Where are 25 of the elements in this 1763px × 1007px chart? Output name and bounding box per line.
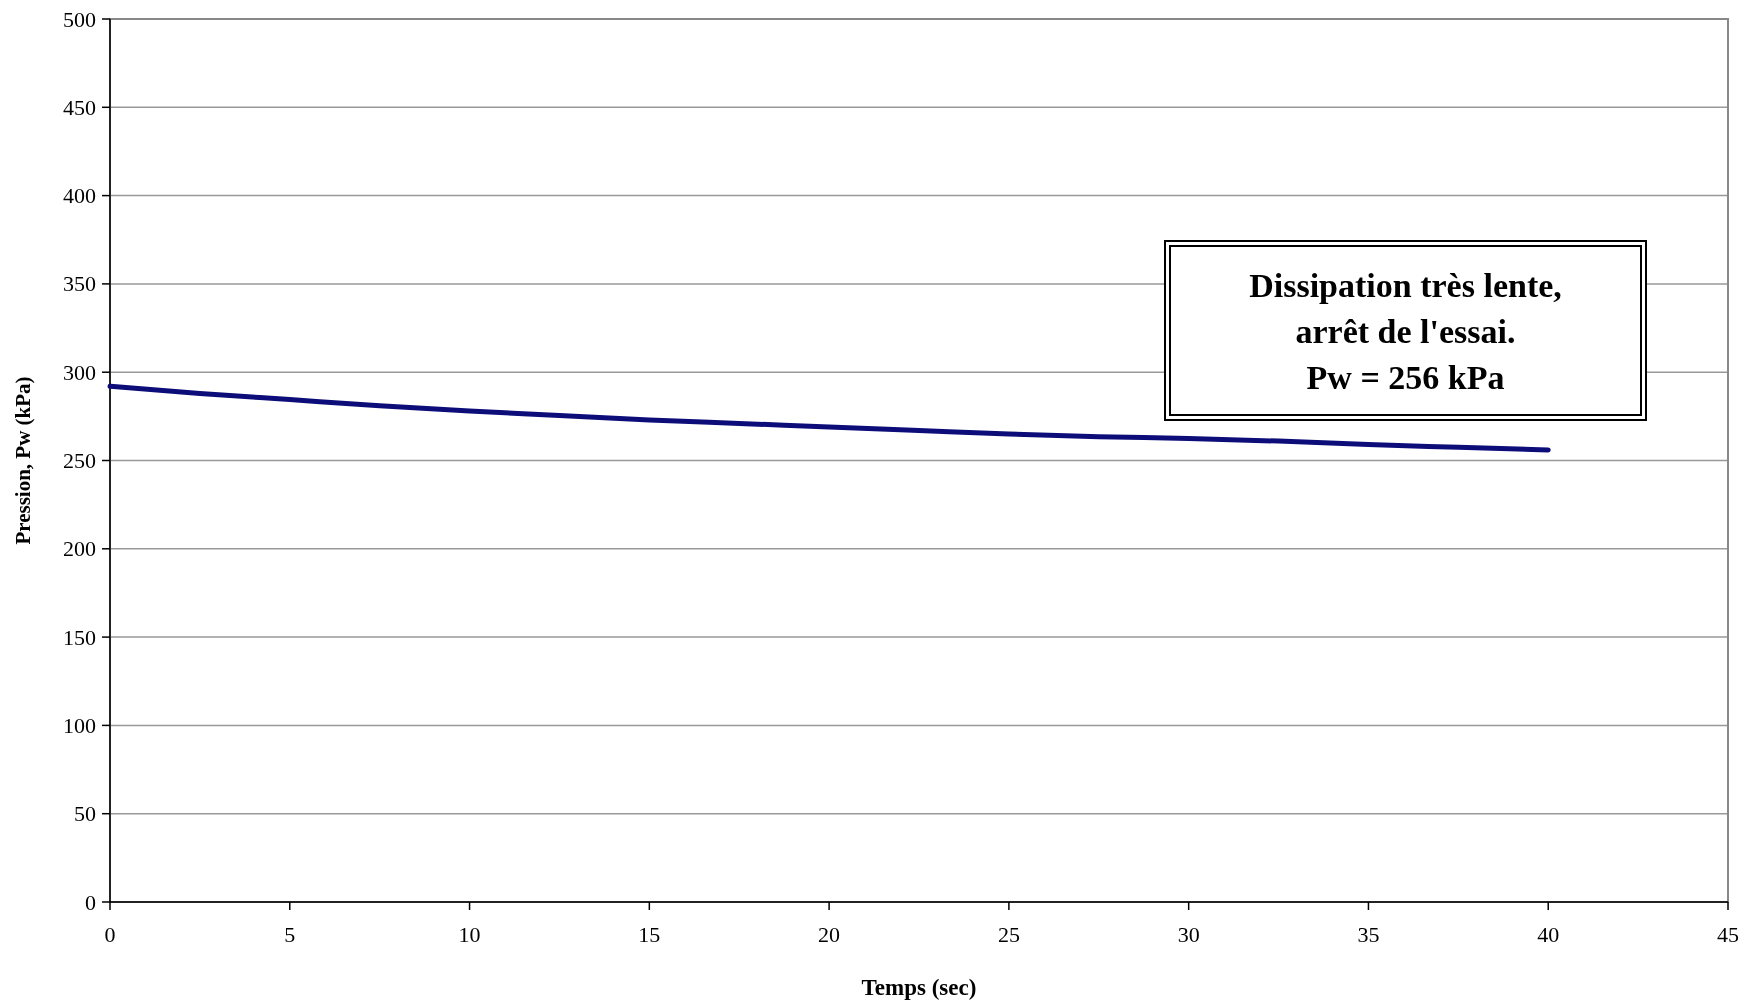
y-tick-label: 400: [63, 183, 96, 209]
x-tick-label: 35: [1357, 922, 1380, 947]
x-tick-label: 10: [458, 922, 481, 947]
x-tick-label: 5: [284, 922, 296, 947]
y-tick-label: 500: [63, 6, 96, 32]
x-tick-label: 15: [638, 922, 661, 947]
annotation: Dissipation très lente, arrêt de l'essai. Pw = 256 kPa: [1249, 266, 1562, 396]
y-tick-label: 150: [63, 624, 96, 650]
y-axis-title: Pression, Pw (kPa): [11, 376, 35, 545]
x-tick-label: 20: [818, 922, 841, 947]
y-tick-label: 50: [74, 801, 96, 827]
y-tick-label: 350: [63, 271, 96, 297]
x-tick-label: 0: [104, 922, 116, 947]
y-tick-label: 100: [63, 712, 96, 738]
x-tick-label: 40: [1537, 922, 1560, 947]
y-tick-label: 0: [85, 889, 96, 915]
y-tick-label: 300: [63, 359, 96, 385]
x-tick-label: 25: [997, 922, 1020, 947]
x-axis-title: Temps (sec): [861, 975, 977, 1000]
note-box: Dissipation très lente, arrêt de l'essai. Pw = 256 kPa: [1164, 240, 1647, 421]
x-tick-label: 30: [1177, 922, 1200, 947]
y-tick-label: 250: [63, 448, 96, 473]
x-tick-label: 45: [1717, 922, 1739, 947]
y-tick-label: 200: [63, 536, 96, 562]
y-tick-label: 450: [63, 94, 96, 120]
